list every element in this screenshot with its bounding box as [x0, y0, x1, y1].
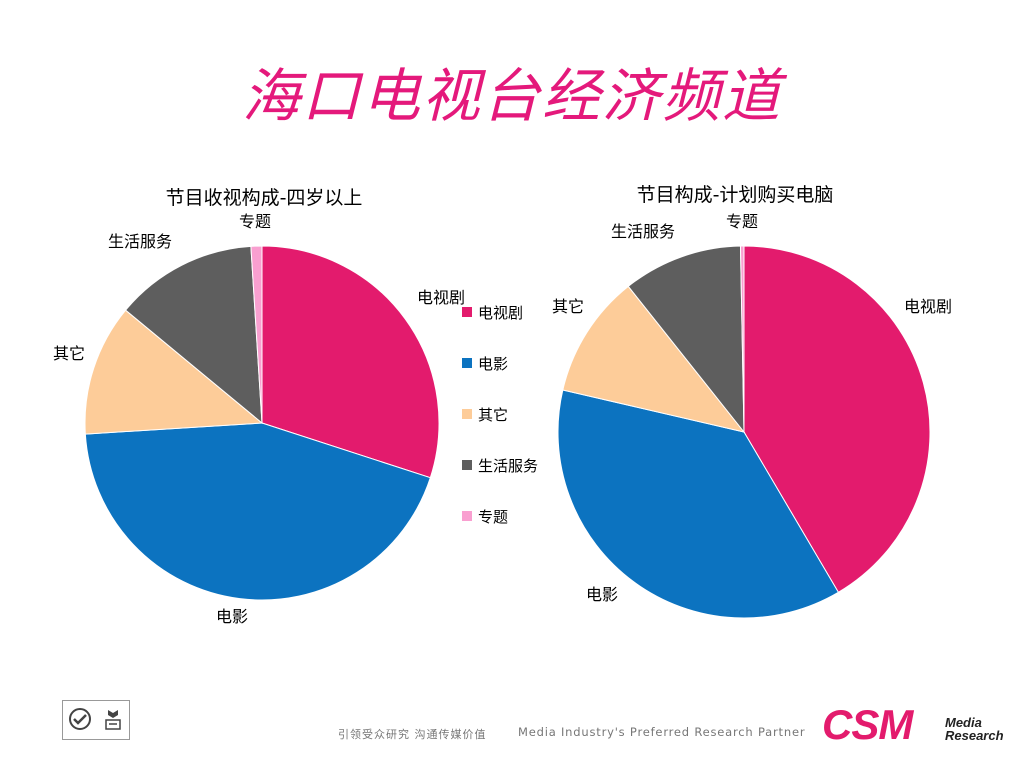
- chart-title: 节目收视构成-四岁以上: [166, 187, 363, 209]
- legend-label: 电视剧: [478, 303, 524, 322]
- data-label-other: 其它: [552, 297, 584, 316]
- pie-slice-tv-drama: [743, 245, 931, 593]
- data-label-tv-drama: 电视剧: [417, 288, 465, 307]
- legend-swatch: [462, 511, 472, 521]
- data-label-other: 其它: [53, 344, 85, 363]
- page-title: 海口电视台经济频道: [241, 62, 782, 130]
- legend-swatch: [462, 409, 472, 419]
- legend-item-tv-drama: 电视剧: [462, 302, 523, 322]
- data-label-life-service: 生活服务: [108, 232, 172, 251]
- legend-label: 生活服务: [478, 456, 539, 475]
- footer: 引领受众研究 沟通传媒价值 Media Industry's Preferred…: [0, 690, 1024, 768]
- pie-slice-life-service: [627, 245, 745, 434]
- sgs-certification-icon: [68, 708, 91, 730]
- legend-swatch: [462, 460, 472, 470]
- footer-tagline-english: Media Industry's Preferred Research Part…: [518, 725, 806, 739]
- legend-swatch: [462, 358, 472, 368]
- certification-badges: [62, 700, 130, 740]
- pie-slice-special: [739, 245, 745, 433]
- legend-label: 电影: [478, 354, 509, 373]
- legend-item-movie: 电影: [462, 353, 508, 373]
- legend-label: 其它: [478, 405, 509, 424]
- logo-sub-line: Media: [945, 715, 982, 730]
- legend-item-special: 专题: [462, 506, 508, 526]
- legend-swatch: [462, 307, 472, 317]
- pie-slice-movie: [84, 422, 431, 601]
- legend-item-other: 其它: [462, 404, 508, 424]
- data-label-special: 专题: [239, 212, 271, 231]
- footer-tagline-chinese: 引领受众研究 沟通传媒价值: [338, 728, 487, 741]
- logo-sub-line: Research: [945, 728, 1004, 743]
- csm-logo-subtitle: Media Research: [945, 716, 1004, 742]
- chart-title: 节目构成-计划购买电脑: [637, 184, 834, 206]
- data-label-movie: 电影: [216, 607, 248, 626]
- legend-item-life-service: 生活服务: [462, 455, 538, 475]
- pie-slice-movie: [557, 389, 840, 619]
- data-label-life-service: 生活服务: [611, 222, 675, 241]
- data-label-special: 专题: [726, 212, 758, 231]
- legend-label: 专题: [478, 507, 509, 526]
- data-label-movie: 电影: [586, 585, 618, 604]
- ukas-certification-icon: [104, 710, 121, 730]
- pie-slice-other: [84, 309, 264, 435]
- pie-slice-other: [562, 285, 746, 433]
- pie-slice-life-service: [124, 245, 263, 425]
- data-label-tv-drama: 电视剧: [904, 297, 952, 316]
- pie-slice-tv-drama: [261, 245, 440, 479]
- pie-slice-special: [250, 245, 263, 424]
- csm-logo: CSM: [822, 701, 913, 748]
